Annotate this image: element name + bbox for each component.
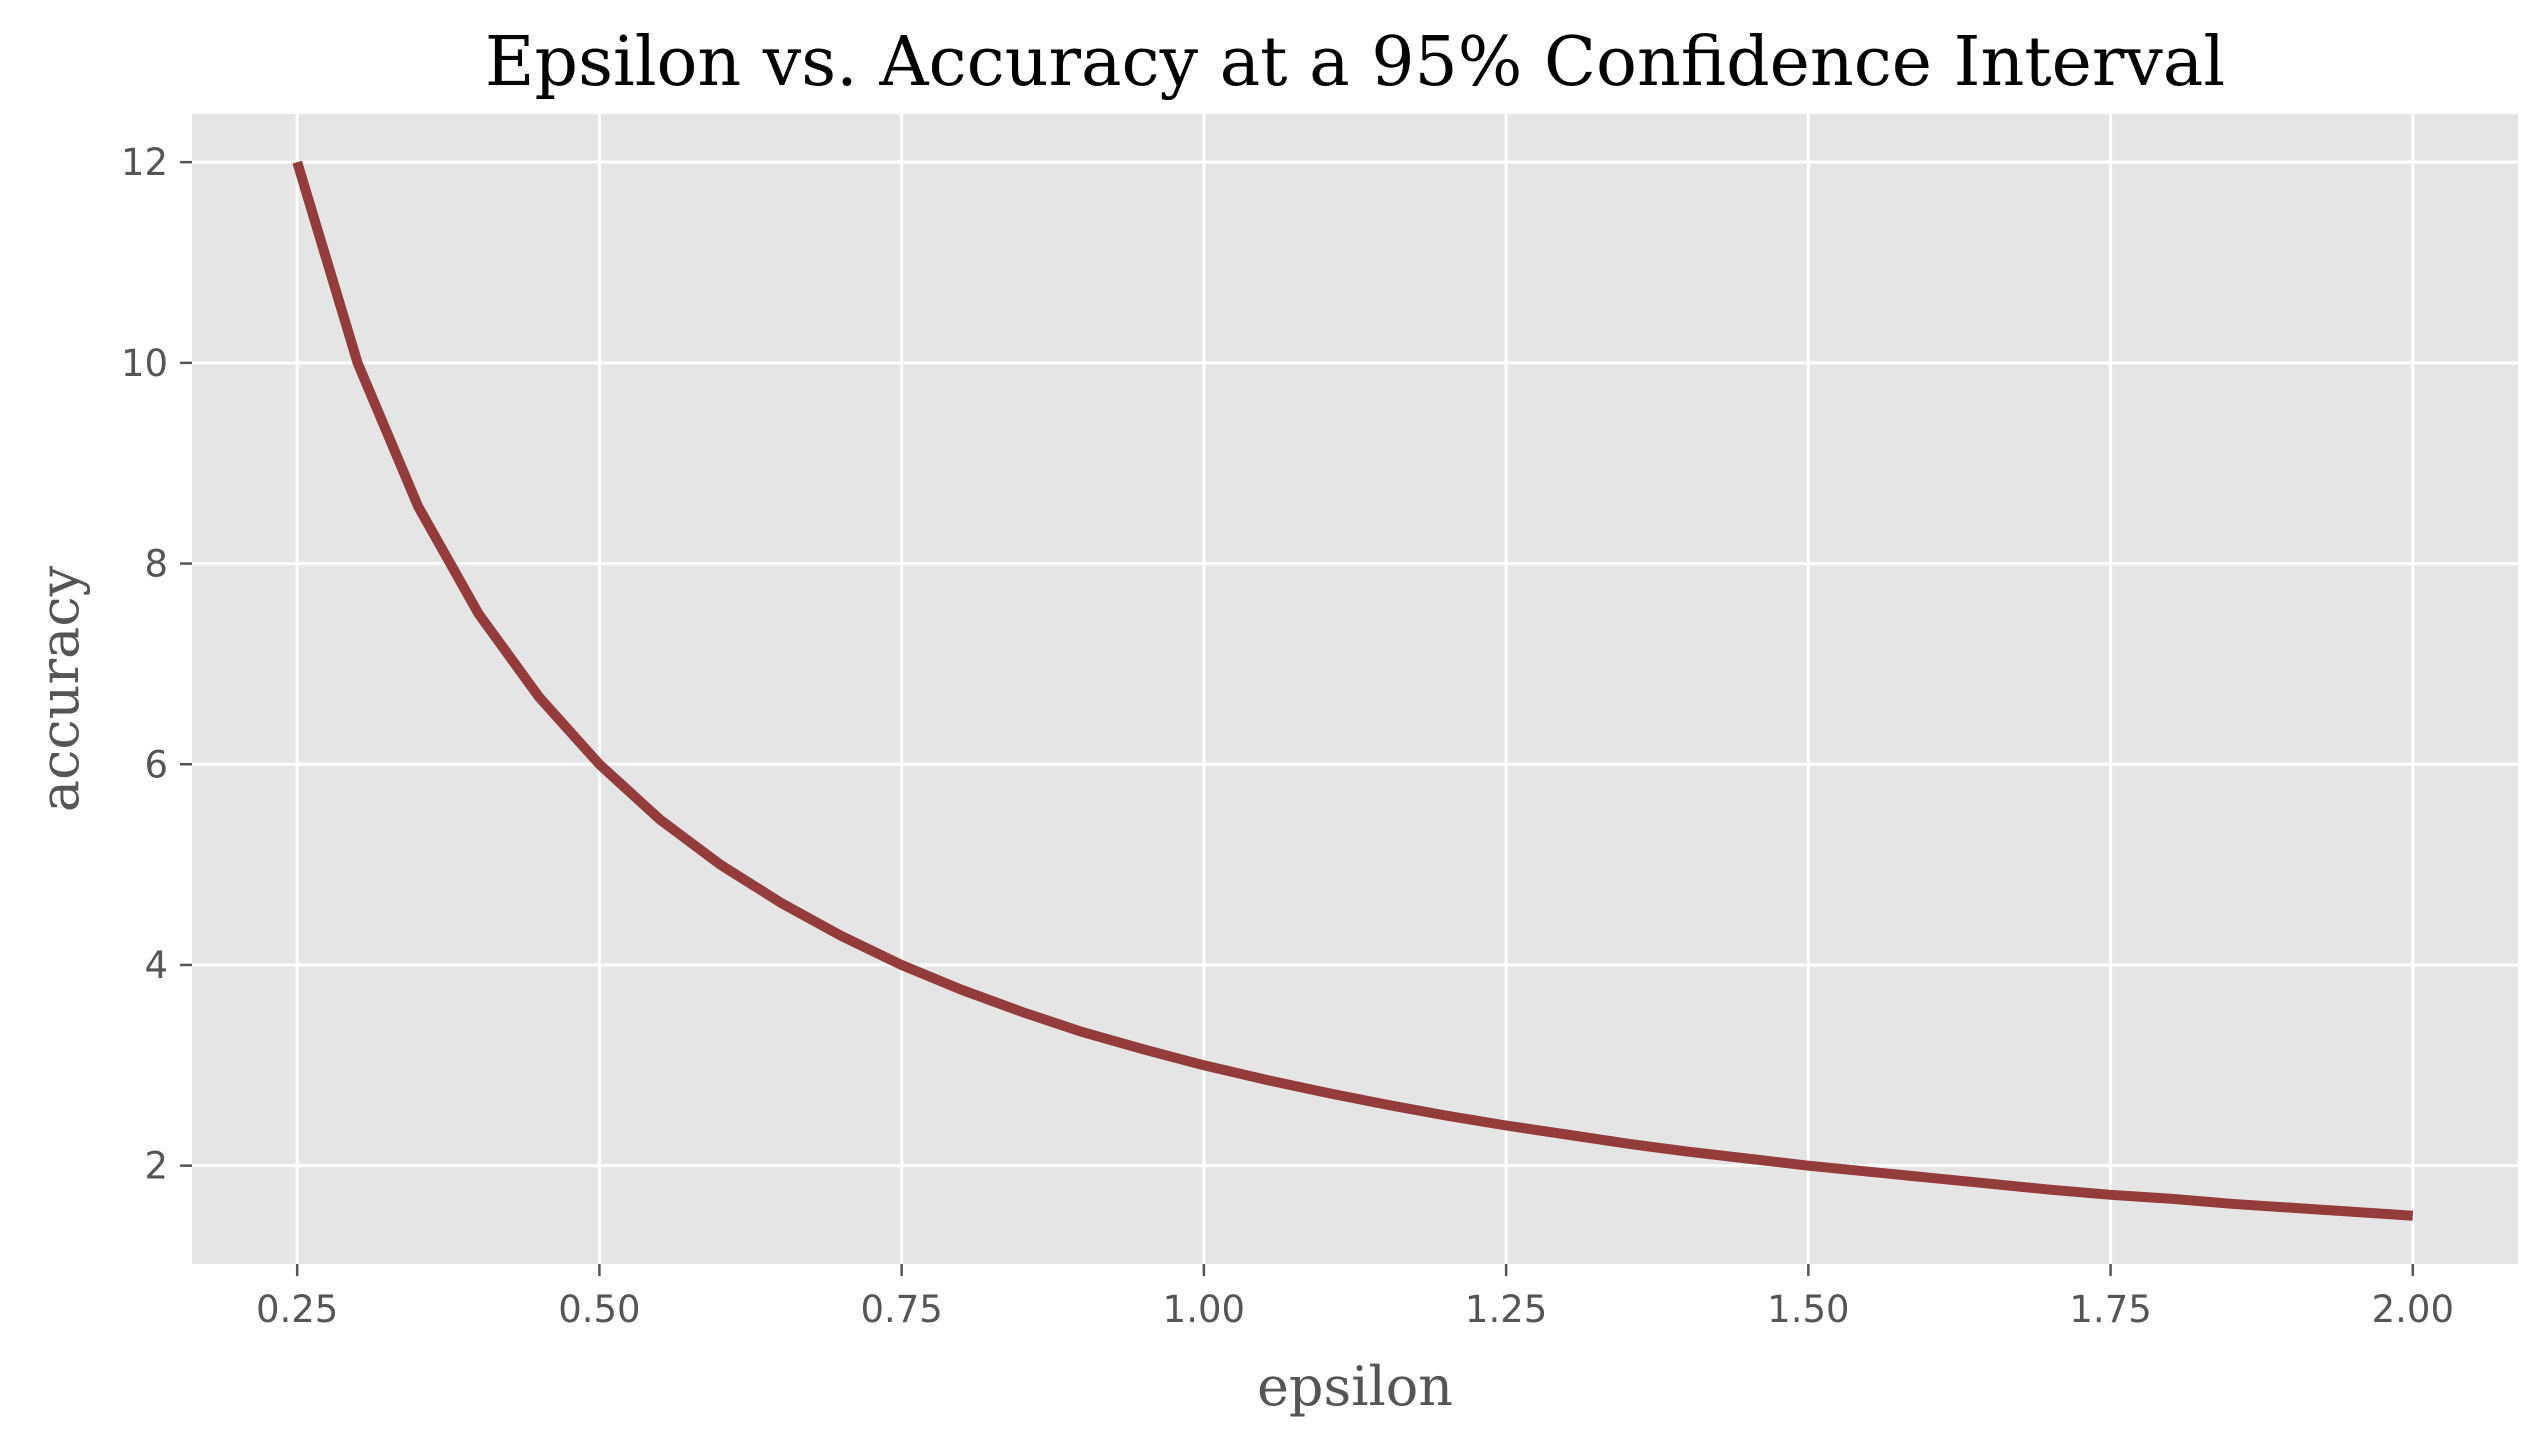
y-tick-label: 4 (144, 944, 168, 987)
y-tick-label: 2 (144, 1145, 168, 1188)
x-tick-label: 2.00 (2372, 1288, 2454, 1331)
x-tick-label: 1.25 (1465, 1288, 1547, 1331)
plot-area (192, 114, 2518, 1264)
x-tick-label: 0.75 (860, 1288, 942, 1331)
y-tick-label: 10 (121, 342, 168, 385)
y-tick-label: 8 (144, 543, 168, 586)
x-axis-label: epsilon (1257, 1355, 1453, 1418)
x-tick-label: 1.50 (1767, 1288, 1849, 1331)
y-tick-label: 12 (121, 141, 168, 184)
y-tick-label: 6 (144, 743, 168, 786)
series-layer (292, 160, 2414, 1221)
y-axis-label: accuracy (28, 565, 91, 812)
chart-title: Epsilon vs. Accuracy at a 95% Confidence… (485, 23, 2225, 102)
grid (192, 114, 2518, 1264)
x-tick-label: 1.00 (1163, 1288, 1245, 1331)
x-tick-label: 1.75 (2069, 1288, 2151, 1331)
ticks: 0.25 0.50 0.75 1.00 1.25 1.50 1.75 2.00 2 4 6 8 10 12 (121, 141, 2454, 1331)
x-tick-label: 0.50 (558, 1288, 640, 1331)
x-tick-label: 0.25 (256, 1288, 338, 1331)
series-line (292, 160, 2414, 1221)
